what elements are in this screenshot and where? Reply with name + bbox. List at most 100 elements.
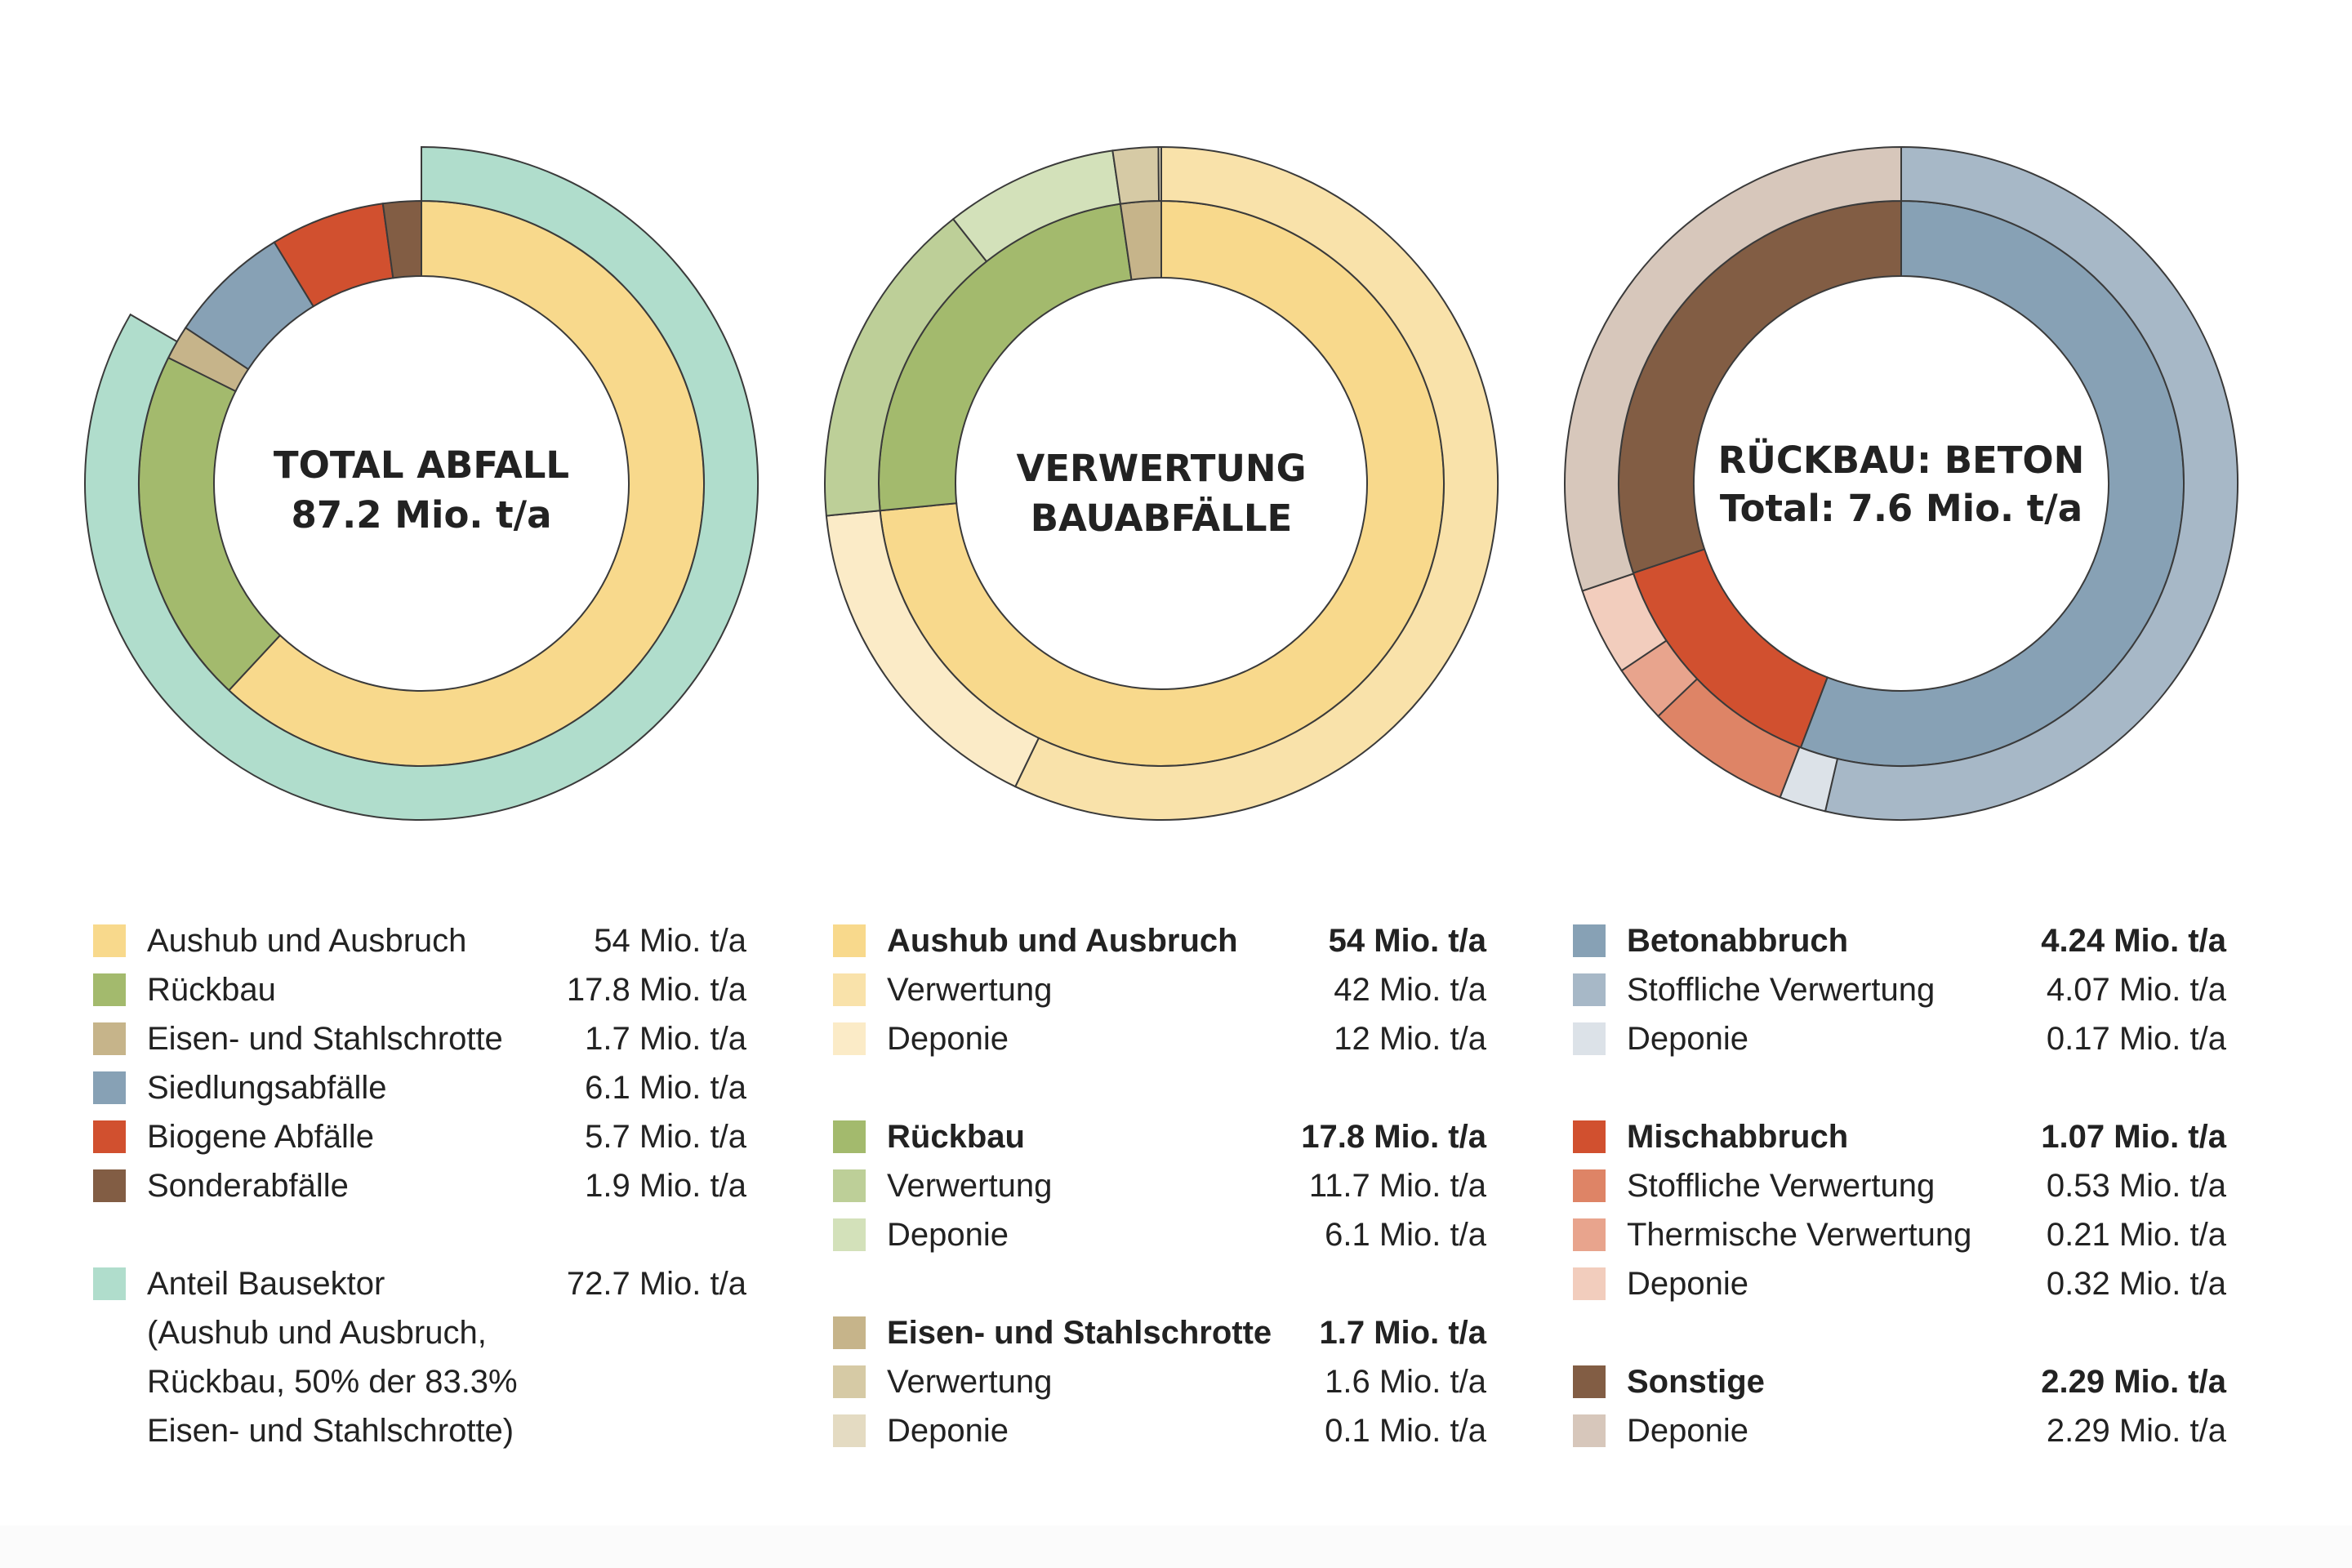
chart-3-title-line1: RÜCKBAU: BETON [1718,439,2085,482]
legend-item: Eisen- und Stahlschrotte 1.7 Mio. t/a [93,1014,746,1063]
legend-label: Deponie [1627,1021,1749,1057]
legend-note: (Aushub und Ausbruch, [147,1315,487,1351]
legend-item: Verwertung 42 Mio. t/a [833,965,1486,1014]
legend-value: 42 Mio. t/a [1334,972,1486,1008]
legend-item-bausektor: Anteil Bausektor 72.7 Mio. t/a [93,1259,746,1308]
bottom-strip [0,1526,2352,1568]
legend-value: 0.53 Mio. t/a [2046,1168,2226,1204]
chart-1-title-line2: 87.2 Mio. t/a [292,493,552,537]
legend-group-head: Rückbau 17.8 Mio. t/a [833,1112,1486,1161]
legend-value: 12 Mio. t/a [1334,1021,1486,1057]
legend-label: Deponie [887,1021,1009,1057]
legend-swatch [833,1316,866,1349]
chart-2-title-line2: BAUABFÄLLE [1031,497,1293,540]
legend-item: Rückbau 17.8 Mio. t/a [93,965,746,1014]
legend-value: 4.24 Mio. t/a [2041,923,2226,959]
legend-swatch [833,1414,866,1447]
legend-item: Deponie 0.32 Mio. t/a [1573,1259,2226,1308]
legend-label: Verwertung [887,1168,1053,1204]
legend-label: Deponie [887,1413,1009,1449]
legend-swatch [1573,973,1606,1006]
legend-swatch [93,924,126,957]
legend-item: Deponie 2.29 Mio. t/a [1573,1406,2226,1455]
legend-value: 17.8 Mio. t/a [1301,1119,1486,1155]
legend-swatch [1573,1022,1606,1055]
outer-slice-eisen-deponie [1157,145,1162,203]
legend-swatch [1573,1267,1606,1300]
legend-swatch [833,1120,866,1153]
legend-group-head: Eisen- und Stahlschrotte 1.7 Mio. t/a [833,1308,1486,1357]
legend-label: Aushub und Ausbruch [147,923,467,959]
donut-charts: TOTAL ABFALL 87.2 Mio. t/a VERWERTUNG BA… [84,145,2238,821]
legend-label: Thermische Verwertung [1627,1217,1972,1253]
legend-label: Verwertung [887,1364,1053,1400]
legend-value: 2.29 Mio. t/a [2041,1364,2226,1400]
legend-total-abfall: Aushub und Ausbruch 54 Mio. t/a Rückbau … [93,916,746,1455]
outer-slice-aushub-verwertung [1013,145,1499,821]
legend-swatch [833,1022,866,1055]
legend-swatch [93,1267,126,1300]
legend-label: Deponie [1627,1266,1749,1302]
chart-rueckbau-beton [1564,145,2238,821]
legend-group-head: Aushub und Ausbruch 54 Mio. t/a [833,916,1486,965]
legend-value: 0.1 Mio. t/a [1325,1413,1486,1449]
legend-verwertung: Aushub und Ausbruch 54 Mio. t/a Verwertu… [833,916,1486,1455]
legend-value: 1.9 Mio. t/a [585,1168,746,1204]
legend-value: 11.7 Mio. t/a [1308,1168,1486,1204]
legend-label: Stoffliche Verwertung [1627,1168,1936,1204]
legend-label: Siedlungsabfälle [147,1070,387,1106]
legend-item: Verwertung 11.7 Mio. t/a [833,1161,1486,1210]
legend-label: Anteil Bausektor [147,1266,385,1302]
legend-label: Deponie [1627,1413,1749,1449]
legend-swatch [1573,924,1606,957]
legend-swatch [93,1022,126,1055]
chart-1-title-line1: TOTAL ABFALL [274,443,569,487]
legend-value: 54 Mio. t/a [594,923,746,959]
legend-item: Thermische Verwertung 0.21 Mio. t/a [1573,1210,2226,1259]
legend-item: Deponie 0.1 Mio. t/a [833,1406,1486,1455]
chart-3-title-line2: Total: 7.6 Mio. t/a [1720,487,2082,530]
legend-label: Betonabbruch [1627,923,1849,959]
legend-item: Siedlungsabfälle 6.1 Mio. t/a [93,1063,746,1112]
legend-value: 72.7 Mio. t/a [566,1266,746,1302]
legend-item: Deponie 6.1 Mio. t/a [833,1210,1486,1259]
chart-2-title-line1: VERWERTUNG [1016,447,1306,490]
legend-label: Deponie [887,1217,1009,1253]
legend-item: Verwertung 1.6 Mio. t/a [833,1357,1486,1406]
chart-total-abfall [84,145,759,821]
legend-value: 1.6 Mio. t/a [1325,1364,1486,1400]
legend-swatch [833,973,866,1006]
legend-note: Rückbau, 50% der 83.3% [147,1364,518,1400]
legend-label: Sonstige [1627,1364,1765,1400]
legend-value: 0.32 Mio. t/a [2046,1266,2226,1302]
legend-rueckbau-beton: Betonabbruch 4.24 Mio. t/a Stoffliche Ve… [1573,916,2226,1455]
chart-verwertung-bauabfaelle [824,145,1499,821]
legend-swatch [1573,1120,1606,1153]
legend-swatch [833,1218,866,1251]
inner-slice-sonderabfaelle [381,199,422,279]
legend-group-head: Sonstige 2.29 Mio. t/a [1573,1357,2226,1406]
legend-value: 2.29 Mio. t/a [2046,1413,2226,1449]
legend-item: Sonderabfälle 1.9 Mio. t/a [93,1161,746,1210]
legend-swatch [93,1071,126,1104]
legend-swatch [1573,1218,1606,1251]
legend-value: 6.1 Mio. t/a [585,1070,746,1106]
legend-label: Eisen- und Stahlschrotte [887,1315,1272,1351]
legend-label: Mischabbruch [1627,1119,1849,1155]
legend-value: 54 Mio. t/a [1328,923,1486,959]
legend-group-head: Mischabbruch 1.07 Mio. t/a [1573,1112,2226,1161]
legend-value: 5.7 Mio. t/a [585,1119,746,1155]
legend-value: 0.21 Mio. t/a [2046,1217,2226,1253]
legend-value: 1.7 Mio. t/a [585,1021,746,1057]
legend-value: 4.07 Mio. t/a [2046,972,2226,1008]
legend-label: Sonderabfälle [147,1168,349,1204]
outer-slice-beton-stoffliche-verwertung [1824,145,2238,821]
legend-value: 17.8 Mio. t/a [566,972,746,1008]
legend-item: Biogene Abfälle 5.7 Mio. t/a [93,1112,746,1161]
legend-value: 1.07 Mio. t/a [2041,1119,2226,1155]
legend-swatch [93,973,126,1006]
legend-value: 6.1 Mio. t/a [1325,1217,1486,1253]
legend-swatch [1573,1414,1606,1447]
legend-item: Stoffliche Verwertung 4.07 Mio. t/a [1573,965,2226,1014]
outer-slice-sonstige-deponie [1564,145,1902,592]
